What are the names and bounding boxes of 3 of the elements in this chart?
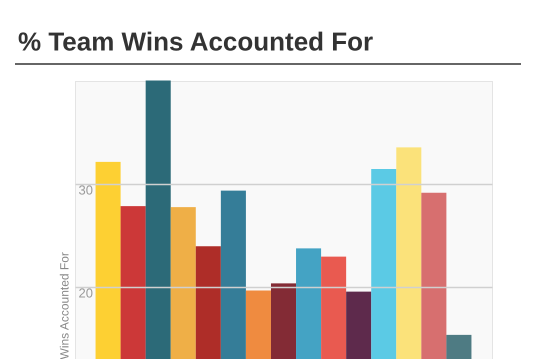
y-tick-label: 20 [78,285,93,300]
chart-title: % Team Wins Accounted For [18,26,374,56]
y-tick-label: 30 [78,182,93,198]
